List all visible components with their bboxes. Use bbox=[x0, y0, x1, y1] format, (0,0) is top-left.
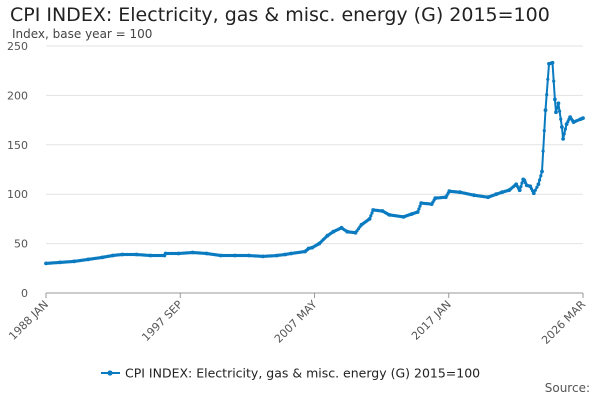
data-point bbox=[581, 116, 585, 120]
x-tick-label: 2007 MAY bbox=[272, 298, 320, 346]
legend-swatch-marker bbox=[107, 370, 113, 376]
data-point-interp bbox=[562, 132, 566, 136]
data-point bbox=[553, 97, 557, 102]
data-point-interp bbox=[541, 149, 545, 153]
y-tick-label: 250 bbox=[7, 40, 28, 53]
data-point bbox=[554, 110, 558, 115]
data-point-interp bbox=[417, 207, 421, 211]
data-point bbox=[550, 60, 555, 65]
legend[interactable]: CPI INDEX: Electricity, gas & misc. ener… bbox=[101, 366, 480, 381]
data-point bbox=[560, 125, 564, 129]
chart-title: CPI INDEX: Electricity, gas & misc. ener… bbox=[10, 4, 550, 26]
data-point-interp bbox=[546, 77, 550, 81]
data-point-interp bbox=[555, 106, 559, 110]
y-axis: 0 50 100 150 200 250 bbox=[7, 40, 28, 300]
y-tick-label: 0 bbox=[21, 287, 28, 300]
data-point-interp bbox=[369, 214, 373, 218]
x-tick-label: 2026 MAR bbox=[539, 298, 588, 347]
gridlines bbox=[46, 45, 583, 245]
data-point-interp bbox=[519, 185, 523, 189]
data-point-interp bbox=[552, 79, 556, 83]
data-point-interp bbox=[558, 109, 562, 113]
chart-subtitle: Index, base year = 100 bbox=[12, 27, 153, 41]
y-tick-label: 50 bbox=[14, 238, 28, 251]
data-point bbox=[367, 217, 372, 221]
y-tick-label: 100 bbox=[7, 188, 28, 201]
data-point bbox=[536, 182, 541, 187]
data-point bbox=[543, 108, 548, 113]
data-point-interp bbox=[533, 188, 537, 192]
data-point-interp bbox=[542, 129, 546, 133]
data-point-interp bbox=[370, 211, 374, 215]
data-point-interp bbox=[535, 185, 539, 189]
series-line bbox=[45, 61, 584, 265]
series-markers bbox=[44, 60, 585, 266]
data-point-interp bbox=[520, 181, 524, 185]
data-point bbox=[556, 101, 561, 106]
y-tick-label: 150 bbox=[7, 139, 28, 152]
data-point bbox=[540, 169, 544, 174]
data-point-interp bbox=[418, 204, 422, 208]
series-group bbox=[44, 60, 585, 266]
x-tick-label: 1997 SEP bbox=[139, 298, 185, 344]
data-point bbox=[517, 188, 522, 193]
data-point bbox=[531, 191, 536, 196]
data-point bbox=[415, 210, 420, 214]
data-point-interp bbox=[538, 178, 542, 182]
y-tick-label: 200 bbox=[7, 89, 28, 102]
source-label: Source: bbox=[544, 381, 590, 395]
data-point-interp bbox=[563, 127, 568, 131]
x-tick-label: 1988 JAN bbox=[6, 298, 51, 343]
data-point-interp bbox=[559, 117, 563, 121]
x-axis: 1988 JAN 1997 SEP 2007 MAY 2017 JAN 2026 MAR bbox=[6, 292, 588, 347]
data-point-interp bbox=[545, 93, 549, 97]
data-point bbox=[561, 137, 565, 141]
x-tick-label: 2017 JAN bbox=[409, 298, 454, 343]
legend-label[interactable]: CPI INDEX: Electricity, gas & misc. ener… bbox=[125, 366, 480, 381]
data-point-interp bbox=[539, 174, 543, 178]
